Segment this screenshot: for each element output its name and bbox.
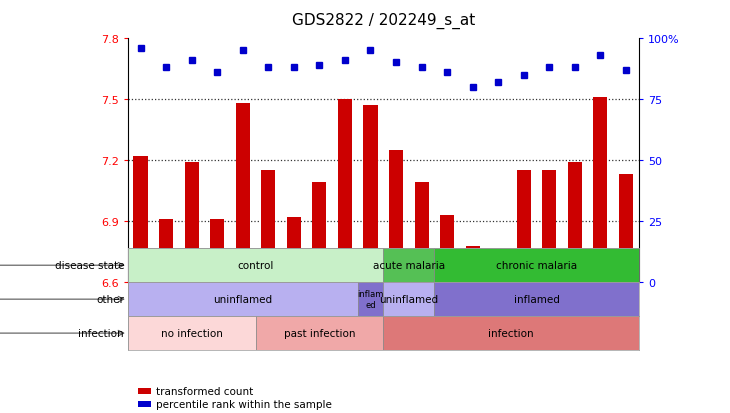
Bar (364, 106, 377, 282)
Bar (517, 171, 531, 282)
FancyBboxPatch shape (383, 282, 434, 316)
Text: control: control (237, 261, 274, 271)
Text: chronic malaria: chronic malaria (496, 261, 577, 271)
Bar (236, 104, 250, 282)
FancyBboxPatch shape (434, 282, 639, 316)
Bar (619, 175, 633, 282)
FancyBboxPatch shape (128, 316, 255, 350)
Bar (287, 218, 301, 282)
Text: GDS2822 / 202249_s_at: GDS2822 / 202249_s_at (291, 12, 475, 28)
FancyBboxPatch shape (128, 282, 358, 316)
Text: percentile rank within the sample: percentile rank within the sample (156, 399, 331, 409)
FancyBboxPatch shape (128, 249, 383, 282)
Text: uninflamed: uninflamed (213, 294, 272, 304)
Bar (440, 216, 454, 282)
Bar (389, 150, 403, 282)
Bar (185, 163, 199, 282)
FancyBboxPatch shape (383, 249, 434, 282)
Text: inflam
ed: inflam ed (357, 290, 384, 309)
Bar (261, 171, 275, 282)
Bar (134, 157, 147, 282)
Text: no infection: no infection (161, 328, 223, 338)
Bar (415, 183, 429, 282)
Bar (338, 100, 352, 282)
Text: transformed count: transformed count (156, 386, 253, 396)
Text: acute malaria: acute malaria (373, 261, 445, 271)
Bar (568, 163, 582, 282)
Text: inflamed: inflamed (514, 294, 559, 304)
Text: uninflamed: uninflamed (380, 294, 438, 304)
Text: infection: infection (488, 328, 534, 338)
Bar (542, 171, 556, 282)
Text: past infection: past infection (284, 328, 355, 338)
Bar (466, 246, 480, 282)
Text: infection: infection (79, 328, 124, 338)
FancyBboxPatch shape (383, 316, 639, 350)
Bar (312, 183, 326, 282)
Text: disease state: disease state (55, 261, 124, 271)
Bar (128, 282, 639, 384)
FancyBboxPatch shape (434, 249, 639, 282)
Bar (491, 274, 505, 282)
FancyBboxPatch shape (255, 316, 383, 350)
Text: other: other (96, 294, 124, 304)
Bar (593, 98, 607, 282)
Bar (159, 220, 173, 282)
Bar (138, 401, 151, 407)
Bar (210, 220, 224, 282)
FancyBboxPatch shape (358, 282, 383, 316)
Bar (138, 388, 151, 394)
